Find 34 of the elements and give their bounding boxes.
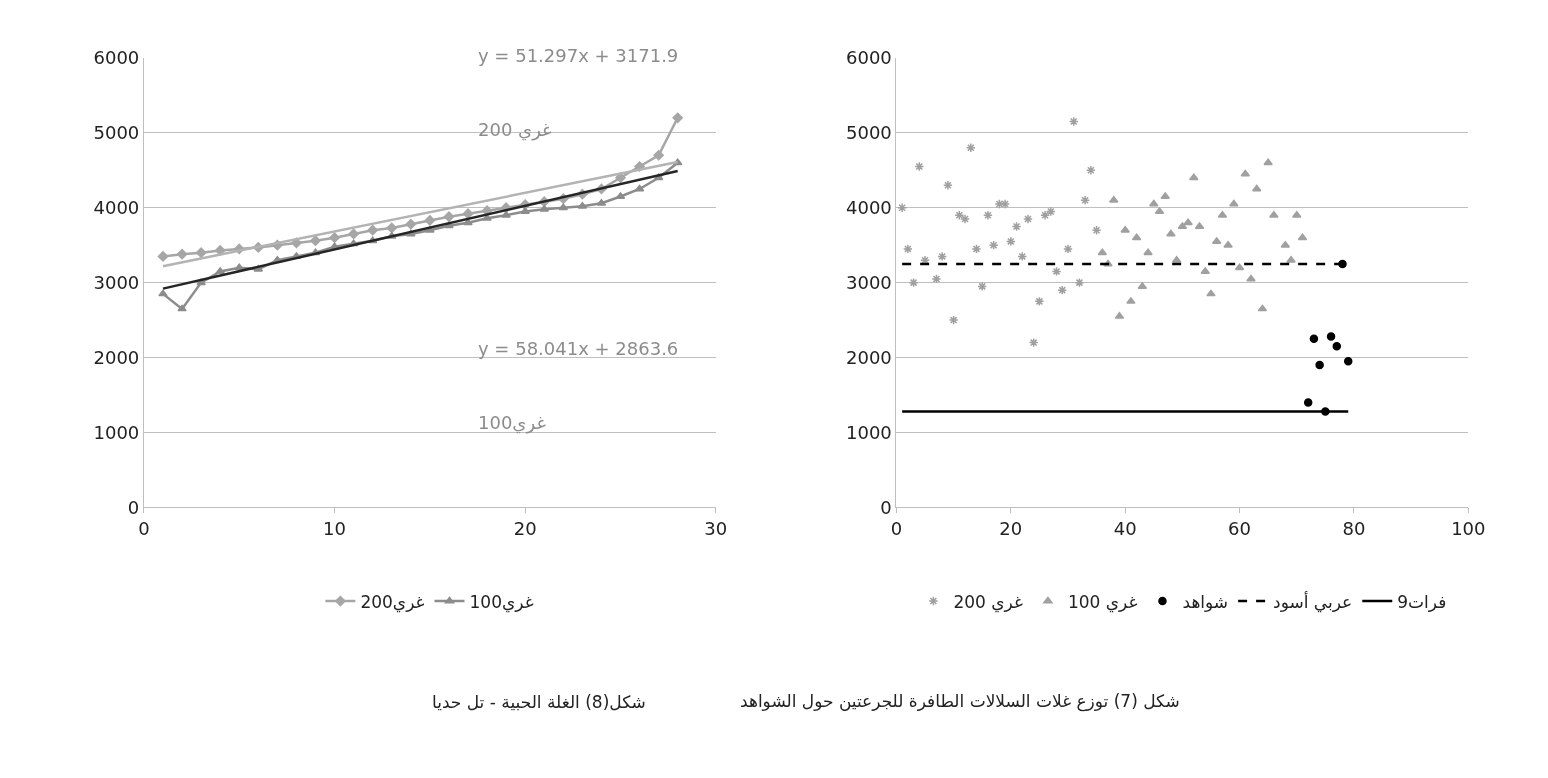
y-tick-label: 4000 (93, 197, 140, 219)
legend-label: 100غري (469, 591, 534, 613)
y-tick-label: 3000 (93, 271, 140, 293)
y-tick-label: 6000 (93, 47, 140, 69)
annotation: y = 51.297x + 3171.9 (478, 45, 679, 66)
y-tick-label: 6000 (846, 47, 892, 69)
legend-label: فرات9 (1397, 591, 1447, 612)
y-tick-label: 3000 (846, 271, 892, 293)
x-tick-label: 20 (513, 518, 537, 540)
x-tick-label: 40 (1113, 518, 1137, 540)
y-tick-label: 0 (880, 496, 892, 518)
y-tick-label: 1000 (93, 421, 140, 443)
text: شكل(8) الغلة الحبية - تل حديا (432, 692, 646, 712)
y-tick-label: 0 (127, 496, 140, 518)
legend-label: 200 غري (953, 591, 1023, 613)
x-tick-label: 100 (1451, 518, 1486, 540)
x-tick-label: 30 (704, 518, 728, 540)
text: شكل (7) توزع غلات السلالات الطافرة للجرعتين حول الشواهد (740, 691, 1180, 712)
y-tick-label: 5000 (846, 122, 892, 144)
y-tick-label: 5000 (93, 122, 140, 144)
annotation: 100غري (478, 412, 546, 434)
legend-label: شواهد (1182, 591, 1229, 612)
x-tick-label: 60 (1228, 518, 1252, 540)
legend-label: عربي أسود (1273, 590, 1353, 613)
x-tick-label: 10 (323, 518, 347, 540)
x-tick-label: 20 (999, 518, 1023, 540)
x-tick-label: 80 (1342, 518, 1366, 540)
y-tick-label: 4000 (846, 197, 892, 219)
annotation: y = 58.041x + 2863.6 (478, 338, 679, 359)
y-tick-label: 2000 (846, 346, 892, 368)
legend-label: 200غري (360, 591, 425, 613)
legend-label: 100 غري (1067, 591, 1138, 613)
y-tick-label: 1000 (846, 421, 892, 443)
y-tick-label: 2000 (93, 346, 140, 368)
